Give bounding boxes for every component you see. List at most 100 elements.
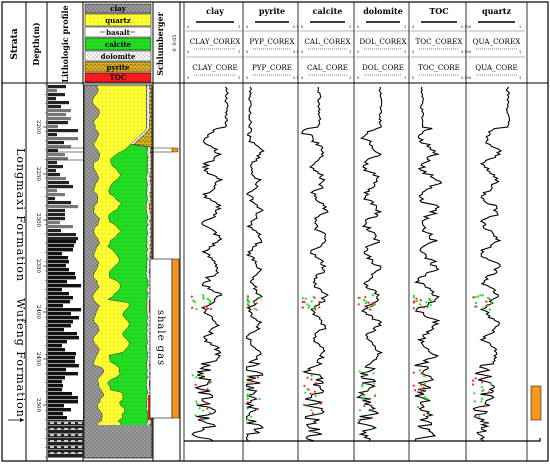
track-scale-min: 0 (301, 25, 303, 29)
track-curve-label-bottom: CAL_CORE (307, 63, 348, 72)
track-title: pyrite (259, 6, 285, 16)
track-scale-max: 0.15 (461, 76, 469, 80)
track-curve-label-bottom: TOC_CORE (418, 63, 460, 72)
track-scale-min: 0 (246, 50, 248, 54)
schlumberger-header: Schlumberger (155, 11, 165, 75)
track-curve-label-top: CLAY_COREX (190, 37, 242, 46)
strata-arrow (8, 418, 24, 422)
track-curve-label-top: DOL_COREX (359, 37, 407, 46)
depth-tick-label: 2200 (35, 120, 41, 134)
depth-header: Depth(m) (31, 22, 41, 65)
legend-swatch-basalt (84, 26, 152, 38)
track-scale-min: 0 (469, 76, 471, 80)
strata-header: Strata (10, 28, 20, 59)
track-scale-max: 1 (519, 50, 521, 54)
track-curve-label-top: TOC_COREX (416, 37, 464, 46)
log-curve (191, 86, 229, 442)
legend-label-toc: TOC (110, 73, 127, 82)
track-scale-max: 1 (238, 25, 240, 29)
track-scale-min: 0 (357, 76, 359, 80)
shale-gas-zone-bar (171, 258, 180, 419)
track-scale-min: 0 (301, 76, 303, 80)
track-scale-max: 1 (404, 25, 406, 29)
track-scale-max: 1 (404, 50, 406, 54)
legend-swatch-pyrite (84, 61, 152, 73)
schlumberger-scale-min: 0 (172, 48, 178, 51)
lithologic-profile (47, 85, 83, 458)
track-scale-max: 1 (349, 76, 351, 80)
track-curve-label-bottom: PYP_CORE (252, 63, 292, 72)
legend-label-basalt: basalt (106, 28, 131, 37)
mineral-composition-track (83, 84, 153, 459)
depth-tick-label: 2400 (35, 305, 41, 319)
depth-tick-label: 2450 (35, 352, 41, 366)
track-scale-max: 0.1 (293, 25, 299, 29)
strata-wufeng: Wufeng Formation (14, 298, 27, 418)
track-scale-max: 1 (238, 50, 240, 54)
mineral-legend: clay quartz basalt calcite dolomite pyri… (84, 3, 152, 83)
litho-header: Lithologic profile (60, 5, 70, 82)
depth-axis: 2200 2250 2300 2350 2400 2450 2500 (35, 84, 47, 458)
schlumberger-track: shale gas (149, 147, 180, 419)
legend-swatch-quartz (84, 13, 152, 27)
depth-tick-label: 2500 (35, 398, 41, 412)
log-curve (244, 86, 265, 441)
track-scale-min: 0 (469, 25, 471, 29)
legend-swatch-toc (84, 72, 152, 83)
track-title: dolomite (363, 6, 403, 16)
track-scale-min: 0 (246, 25, 248, 29)
track-scale-min: 0 (187, 50, 189, 54)
legend-label-quartz: quartz (105, 16, 130, 25)
schlumberger-scale-max: 0.05 (172, 34, 178, 45)
track-scale-min: 0 (187, 76, 189, 80)
log-curve (413, 86, 443, 441)
track-scale-min: 0 (357, 50, 359, 54)
schlumberger-marker-small (171, 147, 179, 153)
log-curve (355, 86, 384, 441)
depth-tick-label: 2250 (35, 167, 41, 181)
track-scale-max: 0.1 (293, 50, 299, 54)
track-curve-label-bottom: CLAY_CORE (192, 63, 238, 72)
track-curve-label-top: CAL_COREX (304, 37, 351, 46)
depth-tick-label: 2300 (35, 213, 41, 227)
log-curve (472, 86, 511, 442)
legend-swatch-calcite (84, 37, 152, 51)
depth-tick-label: 2350 (35, 259, 41, 273)
track-scale-max: 1 (519, 76, 521, 80)
track-scale-min: 0 (469, 50, 471, 54)
track-scale-max: 1 (404, 76, 406, 80)
track-scale-max: 0.15 (461, 25, 469, 29)
track-curve-label-bottom: DOL_CORE (362, 63, 404, 72)
log-curve (301, 86, 329, 442)
track-curve-label-top: PYP_COREX (249, 37, 295, 46)
track-scale-min: 0 (187, 25, 189, 29)
track-scale-max: 1 (349, 50, 351, 54)
track-scale-min: 0 (301, 50, 303, 54)
track-scale-max: 1 (349, 25, 351, 29)
track-title: quartz (482, 6, 512, 16)
track-scale-min: 0 (412, 50, 414, 54)
legend-label-pyrite: pyrite (107, 63, 131, 72)
track-scale-max: 1 (519, 25, 521, 29)
track-scale-max: 1 (238, 76, 240, 80)
track-title: calcite (313, 6, 343, 16)
track-scale-min: 0 (357, 25, 359, 29)
track-scale-min: 0 (412, 76, 414, 80)
track-title: clay (206, 6, 224, 16)
track-scale-min: 0 (412, 25, 414, 29)
legend-label-dolomite: dolomite (101, 52, 136, 61)
quartz-zone-marker (530, 385, 542, 421)
track-curve-label-bottom: QUA_CORE (475, 63, 518, 72)
shale-gas-label: shale gas (155, 310, 166, 366)
track-scale-max: 0.15 (461, 50, 469, 54)
track-scale-min: 0 (246, 76, 248, 80)
